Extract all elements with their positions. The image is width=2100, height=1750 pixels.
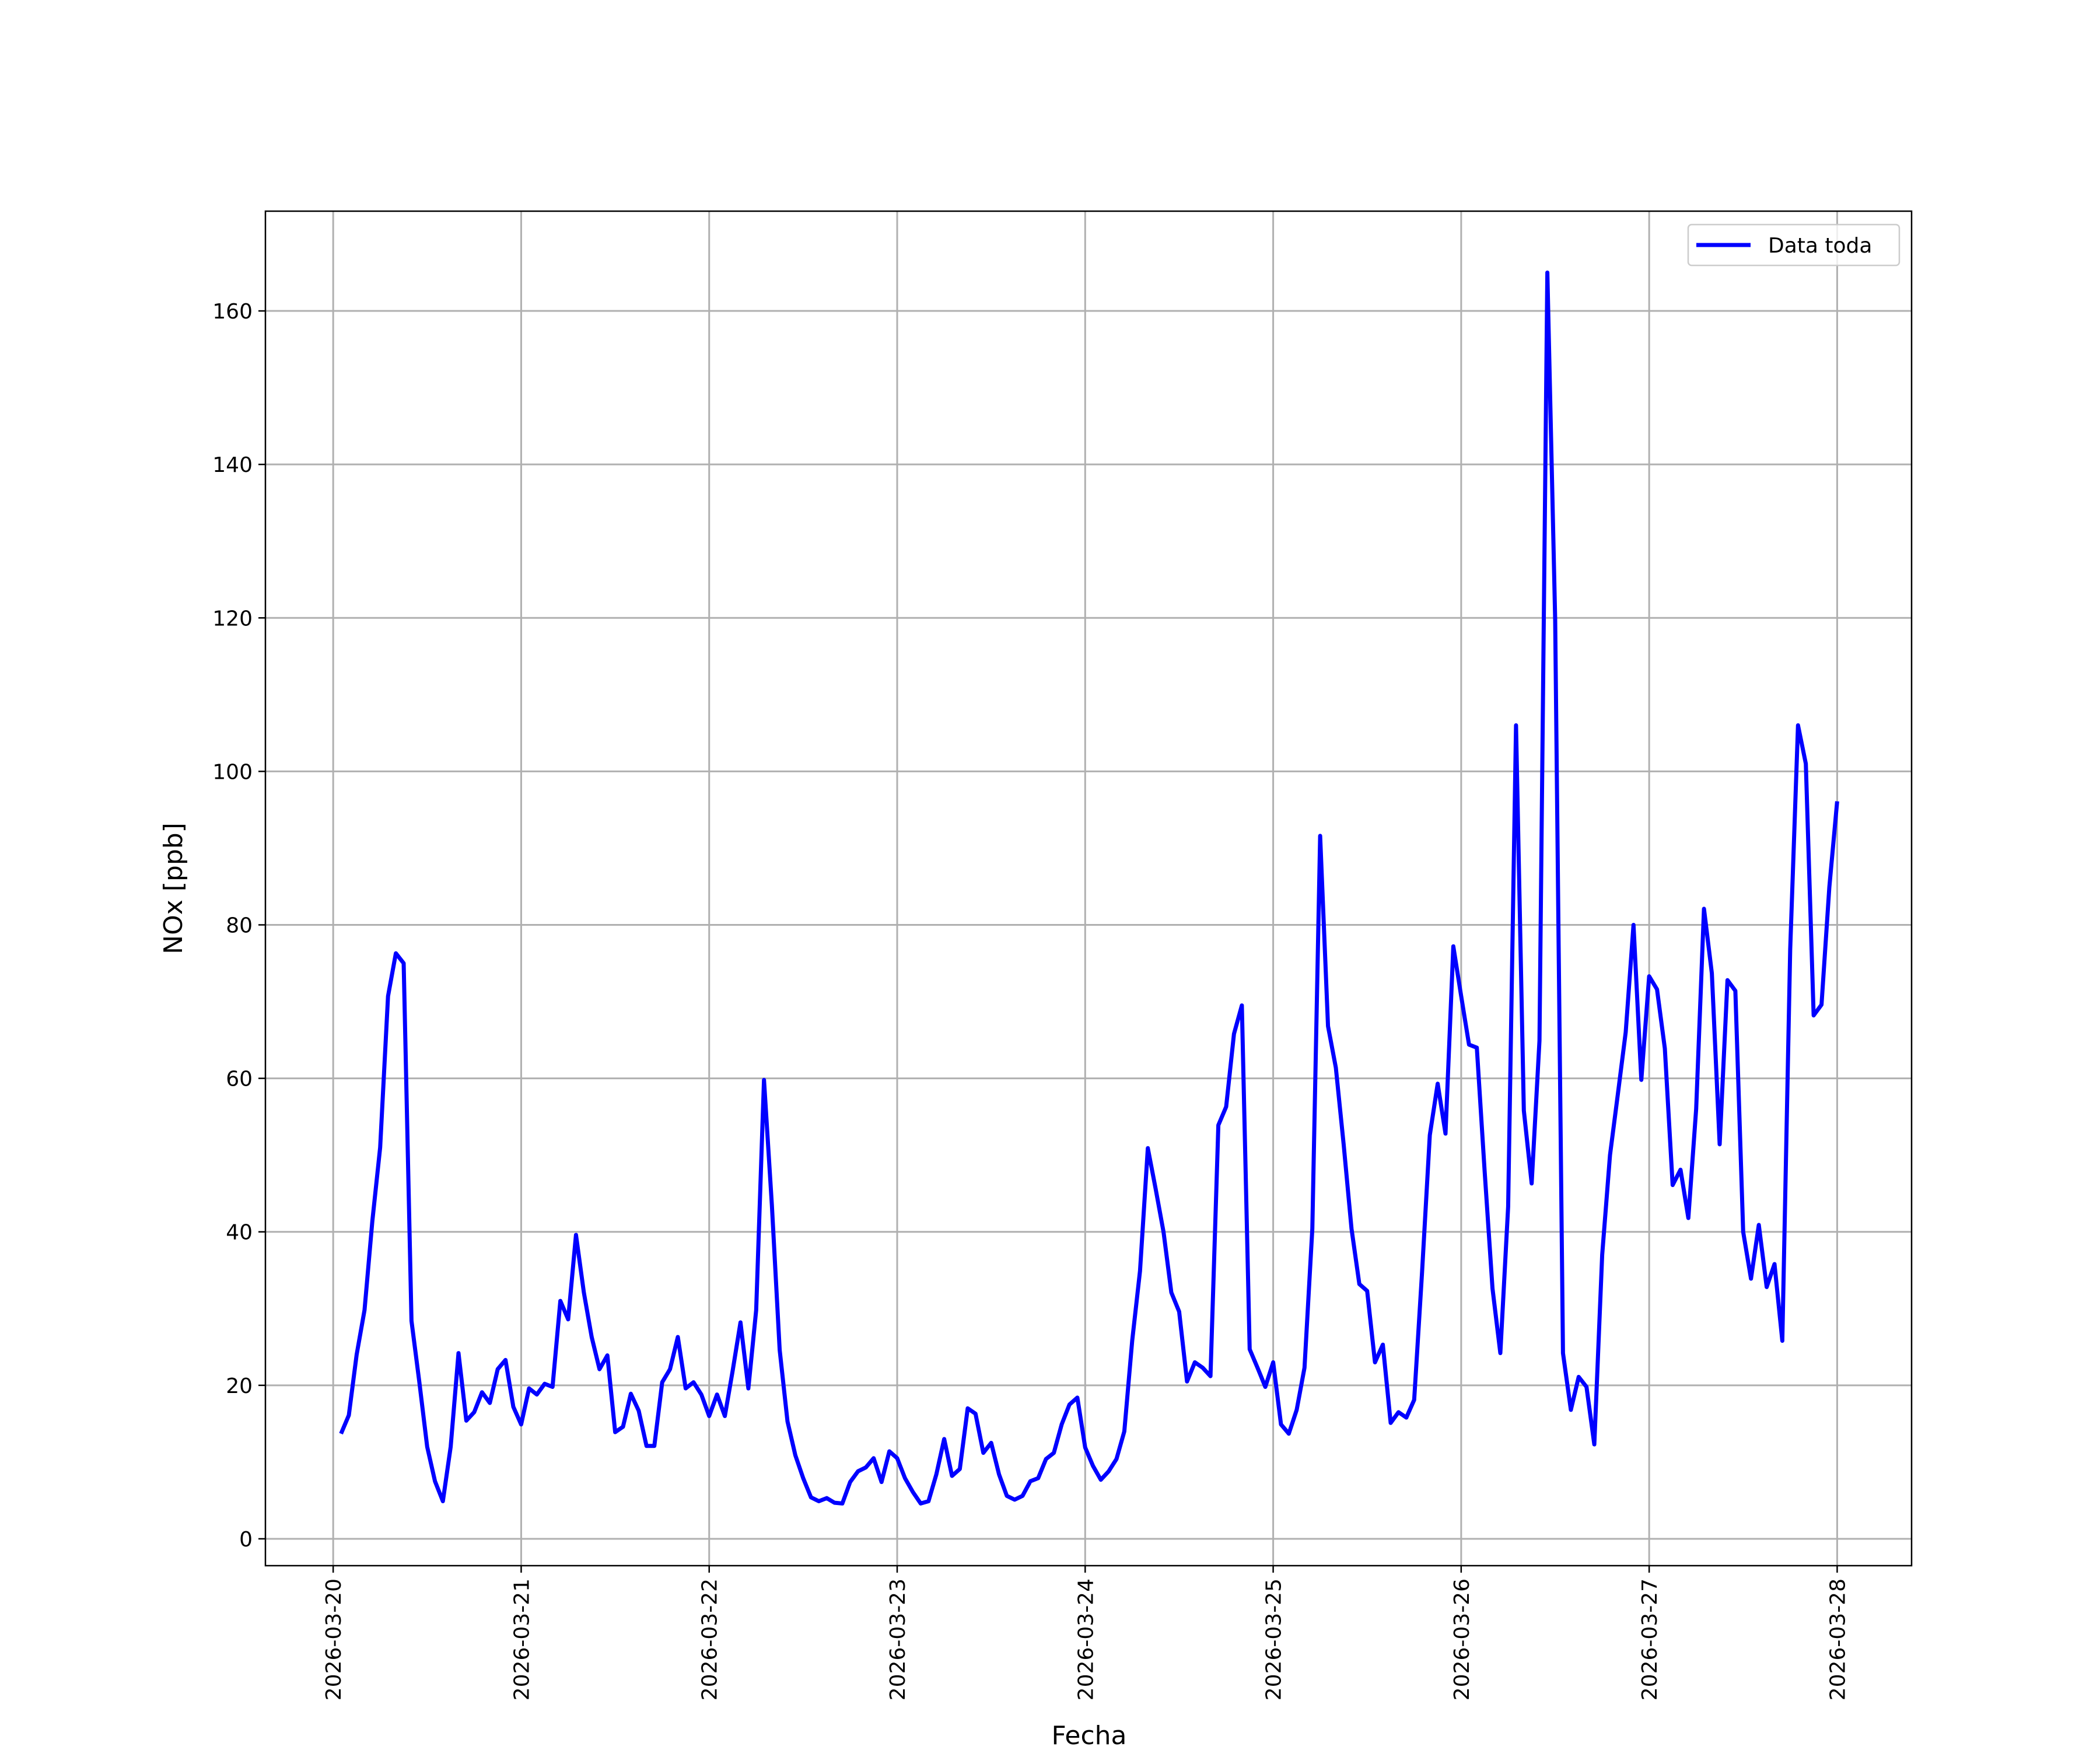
legend-box bbox=[1687, 223, 1901, 267]
axes: 0 20 40 60 80 100 120 140 160 2026-03-20 2026-03-2… bbox=[212, 210, 1913, 1700]
y-tick-label: 160 bbox=[212, 300, 253, 324]
x-tick-label: 2026-03-26 bbox=[1450, 1578, 1474, 1700]
legend-label: Data toda bbox=[1768, 234, 1872, 258]
y-tick-label: 140 bbox=[212, 453, 253, 477]
y-tick-label: 40 bbox=[226, 1221, 253, 1245]
x-tick-label: 2026-03-23 bbox=[886, 1578, 910, 1700]
y-tick-label: 100 bbox=[212, 760, 253, 784]
x-tick-label: 2026-03-20 bbox=[322, 1578, 346, 1700]
x-tick-label: 2026-03-28 bbox=[1826, 1578, 1850, 1700]
x-tick-label: 2026-03-25 bbox=[1262, 1578, 1286, 1700]
data-line bbox=[339, 270, 1839, 1506]
x-tick-label: 2026-03-22 bbox=[698, 1578, 722, 1700]
grid bbox=[265, 211, 1912, 1566]
plot-area bbox=[339, 270, 1839, 1506]
x-tick-label: 2026-03-24 bbox=[1074, 1578, 1098, 1700]
x-tick-label: 2026-03-27 bbox=[1638, 1578, 1662, 1700]
x-axis-label: Fecha bbox=[1051, 1721, 1126, 1750]
y-tick-label: 60 bbox=[226, 1068, 253, 1091]
y-tick-label: 20 bbox=[226, 1374, 253, 1398]
y-axis-label: NOx [ppb] bbox=[159, 822, 188, 954]
axes-frame bbox=[264, 210, 1913, 1567]
y-tick-label: 80 bbox=[226, 914, 253, 937]
y-tick-label: 120 bbox=[212, 607, 253, 631]
x-tick-label: 2026-03-21 bbox=[510, 1578, 534, 1700]
y-tick-label: 0 bbox=[239, 1528, 253, 1552]
